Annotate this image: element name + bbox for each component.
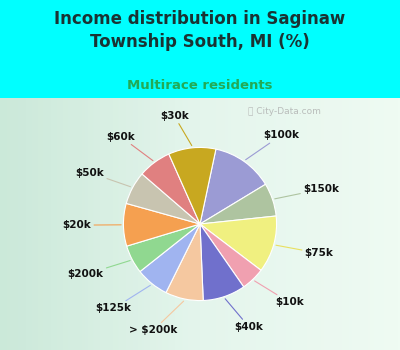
- Wedge shape: [124, 203, 200, 246]
- Text: $30k: $30k: [160, 111, 192, 146]
- Wedge shape: [200, 149, 266, 224]
- Text: $100k: $100k: [246, 131, 299, 160]
- Wedge shape: [140, 224, 200, 293]
- Wedge shape: [200, 224, 261, 287]
- Text: $20k: $20k: [62, 220, 121, 230]
- Wedge shape: [200, 184, 276, 224]
- Wedge shape: [166, 224, 203, 301]
- Wedge shape: [169, 147, 216, 224]
- Text: $75k: $75k: [276, 245, 334, 258]
- Text: > $200k: > $200k: [129, 301, 184, 335]
- Text: $60k: $60k: [106, 132, 153, 161]
- Text: $200k: $200k: [68, 260, 130, 279]
- Wedge shape: [126, 174, 200, 224]
- Wedge shape: [200, 216, 276, 270]
- Text: $150k: $150k: [275, 184, 339, 199]
- Text: $40k: $40k: [225, 299, 264, 332]
- Text: Income distribution in Saginaw
Township South, MI (%): Income distribution in Saginaw Township …: [54, 10, 346, 51]
- Text: $125k: $125k: [96, 285, 150, 314]
- Text: $50k: $50k: [76, 168, 130, 187]
- Wedge shape: [200, 224, 244, 301]
- Wedge shape: [127, 224, 200, 272]
- Text: ⓘ City-Data.com: ⓘ City-Data.com: [248, 107, 321, 116]
- Text: Multirace residents: Multirace residents: [127, 79, 273, 92]
- Text: $10k: $10k: [254, 281, 304, 307]
- Wedge shape: [142, 154, 200, 224]
